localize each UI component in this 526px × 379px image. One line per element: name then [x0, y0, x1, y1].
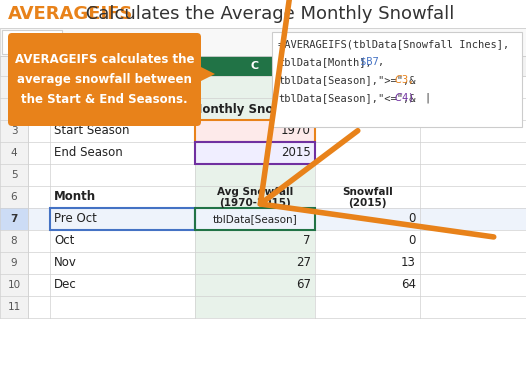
Text: 13: 13	[401, 257, 416, 269]
Text: 7: 7	[304, 235, 311, 247]
Bar	[272, 32, 522, 127]
Text: Nov: Nov	[54, 257, 77, 269]
Text: 11: 11	[7, 302, 21, 312]
Text: Pre Oct: Pre Oct	[54, 213, 97, 226]
Text: (2015): (2015)	[348, 198, 387, 208]
Text: AVERAGEIFS: AVERAGEIFS	[8, 5, 134, 23]
Text: 8: 8	[11, 236, 17, 246]
Text: tblData[Month],: tblData[Month],	[278, 57, 372, 67]
Bar	[195, 120, 315, 142]
Text: $B7: $B7	[360, 57, 379, 67]
Text: SUM: SUM	[19, 37, 44, 47]
Text: AVERAGEIFS calculates the
average snowfall between
the Start & End Seasons.: AVERAGEIFS calculates the average snowfa…	[15, 53, 194, 106]
Text: 27: 27	[296, 257, 311, 269]
Text: ,: ,	[378, 57, 385, 67]
Text: Start Season: Start Season	[54, 124, 129, 138]
Bar	[28, 76, 526, 318]
Text: 3: 3	[11, 126, 17, 136]
Text: 64: 64	[401, 279, 416, 291]
Text: C: C	[251, 61, 259, 71]
Bar	[0, 0, 526, 28]
Text: 2: 2	[11, 104, 17, 114]
Bar	[0, 76, 28, 318]
Text: 1970: 1970	[281, 124, 311, 138]
Text: Snowfall: Snowfall	[342, 187, 393, 197]
Text: A: A	[35, 61, 43, 71]
Text: =AVERAGEIFS(tblData[Snowfall Inches],: =AVERAGEIFS(tblData[Snowfall Inches],	[278, 39, 509, 49]
Text: 7: 7	[11, 214, 18, 224]
Text: Month: Month	[54, 191, 96, 204]
Text: 6: 6	[11, 192, 17, 202]
Text: E: E	[470, 61, 477, 71]
Text: tblData[Season],"<=",&: tblData[Season],"<=",&	[278, 93, 416, 103]
Bar	[0, 56, 526, 76]
Text: 9: 9	[11, 258, 17, 268]
Bar	[195, 142, 315, 164]
Bar	[0, 208, 28, 230]
Text: 1: 1	[11, 82, 17, 92]
Bar	[2, 30, 62, 54]
Text: 2015: 2015	[281, 147, 311, 160]
Text: 67: 67	[296, 279, 311, 291]
Text: tblData[Season]: tblData[Season]	[213, 214, 297, 224]
Text: Calculates the Average Monthly Snowfall: Calculates the Average Monthly Snowfall	[80, 5, 454, 23]
Text: 5: 5	[11, 170, 17, 180]
Text: 10: 10	[7, 280, 21, 290]
Text: (1970-2015): (1970-2015)	[219, 198, 291, 208]
Text: Avg Snowfall: Avg Snowfall	[217, 187, 293, 197]
Text: 0: 0	[409, 235, 416, 247]
Text: End Season: End Season	[54, 147, 123, 160]
Text: D: D	[363, 61, 372, 71]
Text: 0: 0	[409, 213, 416, 226]
Text: Mammoth Mountain Monthly Snowfall Inches: Mammoth Mountain Monthly Snowfall Inches	[54, 102, 353, 116]
Bar	[195, 208, 315, 230]
FancyBboxPatch shape	[8, 33, 201, 126]
Text: Oct: Oct	[54, 235, 74, 247]
Text: $C$3,: $C$3,	[394, 74, 413, 86]
Bar	[195, 56, 315, 76]
Bar	[0, 28, 526, 56]
Text: Dec: Dec	[54, 279, 77, 291]
Bar	[195, 76, 315, 318]
Bar	[50, 208, 195, 230]
Text: B: B	[119, 61, 126, 71]
Polygon shape	[197, 65, 215, 83]
Bar	[28, 208, 526, 230]
Text: 4: 4	[11, 148, 17, 158]
Text: |: |	[424, 93, 430, 103]
Text: $C$4): $C$4)	[394, 91, 413, 105]
Text: tblData[Season],">=",&: tblData[Season],">=",&	[278, 75, 416, 85]
